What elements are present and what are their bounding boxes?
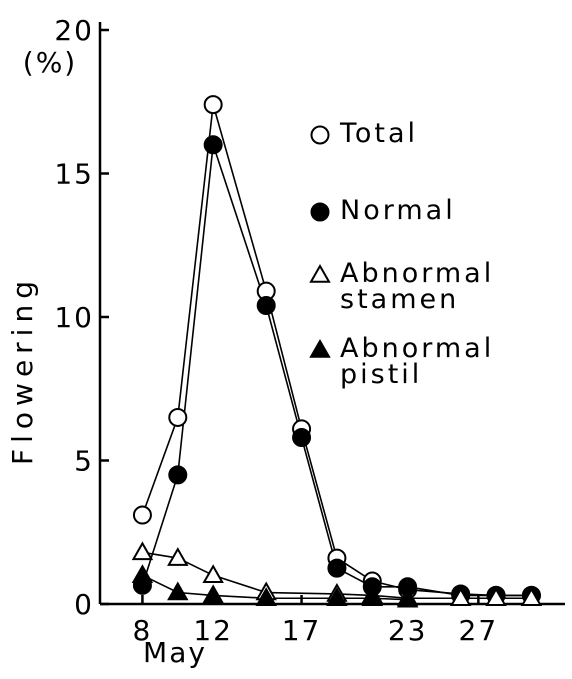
data-point <box>326 587 348 607</box>
y-tick-label: 15 <box>54 158 94 191</box>
data-point <box>167 581 189 601</box>
x-tick-label: 8 <box>133 614 153 647</box>
y-tick-label: 0 <box>74 588 94 621</box>
legend-label: Normal <box>340 195 456 226</box>
x-tick-label: 23 <box>388 614 428 647</box>
y-unit: (%) <box>23 46 77 79</box>
legend-marker <box>309 338 331 358</box>
legend-label: Abnormal pistil <box>340 333 495 390</box>
data-point <box>485 587 507 607</box>
data-point <box>167 547 189 566</box>
data-point <box>327 558 347 578</box>
data-point <box>131 564 154 584</box>
x-tick-label: 27 <box>459 614 499 647</box>
data-point <box>255 587 277 607</box>
data-point <box>168 407 188 427</box>
x-axis-label: May <box>143 636 207 669</box>
data-point <box>203 95 223 115</box>
data-point <box>202 564 224 584</box>
legend-marker <box>310 125 330 145</box>
data-point <box>520 587 543 607</box>
data-point <box>202 584 224 604</box>
data-point <box>131 541 154 561</box>
data-point <box>256 296 276 316</box>
legend-label: Total <box>340 118 419 149</box>
data-point <box>449 587 472 607</box>
data-point <box>203 135 223 155</box>
data-point <box>168 465 188 485</box>
legend-label: Abnormal stamen <box>340 258 495 315</box>
y-tick-label: 5 <box>74 445 94 478</box>
data-point <box>361 587 384 607</box>
data-point <box>132 505 152 525</box>
x-tick-label: 17 <box>282 614 322 647</box>
x-tick-label: 12 <box>193 614 233 647</box>
series-line <box>142 551 532 600</box>
y-tick-label: 20 <box>54 14 94 47</box>
legend-marker <box>309 263 331 283</box>
y-tick-label: 10 <box>54 301 94 334</box>
legend-marker <box>310 202 330 222</box>
data-point <box>396 588 419 608</box>
data-point <box>292 428 312 448</box>
y-axis-label: Flowering <box>6 275 39 465</box>
